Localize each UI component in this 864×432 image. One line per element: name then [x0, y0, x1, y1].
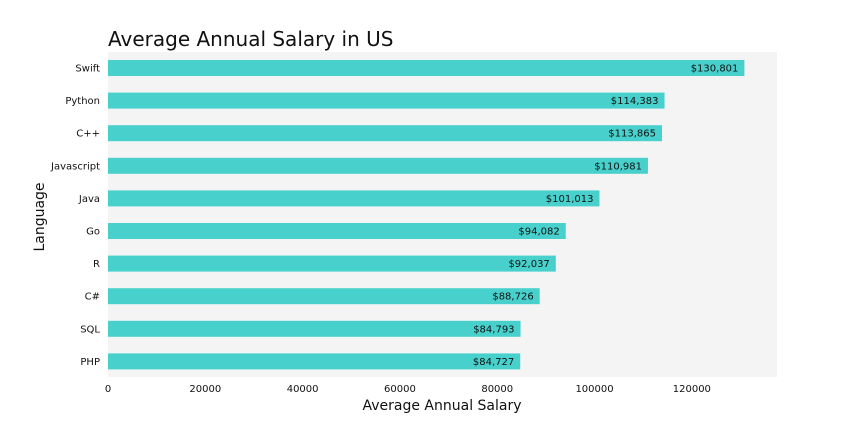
- y-axis-label: Language: [32, 182, 48, 251]
- bar-sql: [108, 320, 521, 337]
- bar-javascript: [108, 157, 648, 174]
- bar-c: [108, 125, 663, 142]
- bar-value-label: $88,726: [492, 292, 533, 303]
- bar-value-label: $114,383: [611, 96, 659, 107]
- bars-group: [108, 60, 745, 370]
- x-tick-label: 80000: [481, 384, 513, 395]
- bar-swift: [108, 60, 745, 76]
- x-tick-label: 40000: [287, 384, 319, 395]
- bar-value-label: $94,082: [518, 227, 559, 238]
- bar-labels-group: $130,801 $114,383 $113,865 $110,981 $101,013…: [473, 64, 739, 368]
- bar-r: [108, 255, 556, 272]
- x-tick-label: 100000: [575, 384, 613, 395]
- y-tick-label: Javascript: [50, 161, 100, 172]
- y-tick-label: SQL: [80, 324, 100, 335]
- y-tick-label: Go: [86, 227, 100, 238]
- y-tick-label: Python: [65, 96, 100, 107]
- bar-value-label: $92,037: [508, 259, 549, 270]
- y-tick-label: C++: [76, 129, 100, 140]
- y-tick-label: PHP: [80, 357, 100, 368]
- y-tick-label: C#: [85, 292, 100, 303]
- bar-value-label: $84,727: [473, 357, 514, 368]
- bar-value-label: $130,801: [691, 64, 739, 75]
- y-tick-label: Swift: [75, 64, 100, 75]
- bar-c: [108, 288, 540, 305]
- y-tick-label: Java: [78, 194, 100, 205]
- y-tick-label: R: [93, 259, 100, 270]
- x-tick-labels: 0 20000 40000 60000 80000 100000 120000: [105, 384, 711, 395]
- bar-java: [108, 190, 600, 207]
- bar-value-label: $84,793: [473, 324, 514, 335]
- x-tick-label: 120000: [673, 384, 711, 395]
- bar-value-label: $110,981: [594, 161, 642, 172]
- x-tick-label: 0: [105, 384, 111, 395]
- chart-title: Average Annual Salary in US: [108, 27, 393, 51]
- bar-value-label: $101,013: [546, 194, 594, 205]
- x-tick-label: 20000: [189, 384, 221, 395]
- x-tick-label: 60000: [384, 384, 416, 395]
- bar-python: [108, 92, 665, 109]
- bar-php: [108, 353, 521, 370]
- bar-value-label: $113,865: [608, 129, 656, 140]
- y-tick-labels: Swift Python C++ Javascript Java Go R C# SQL PHP: [50, 64, 100, 368]
- x-axis-label: Average Annual Salary: [362, 398, 521, 414]
- bar-go: [108, 223, 566, 239]
